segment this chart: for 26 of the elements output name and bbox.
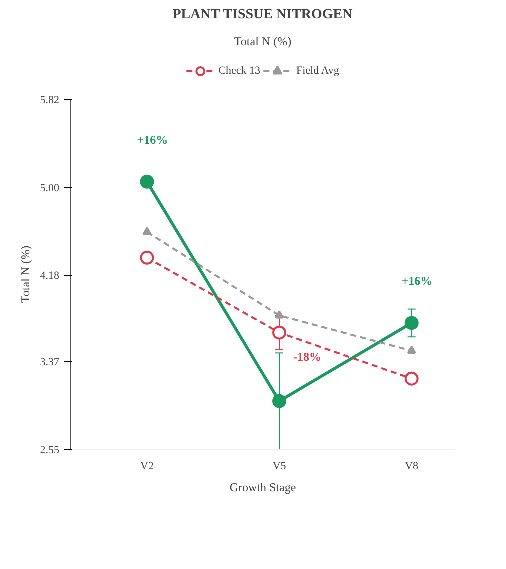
y-tick-label: 2.55 (40, 444, 60, 456)
legend-label: Check 13 (218, 65, 260, 77)
annotation: +16% (137, 132, 168, 147)
annotation: -18% (294, 350, 322, 364)
point (407, 346, 416, 354)
annotation: +16% (402, 274, 433, 288)
point (275, 310, 284, 319)
point (272, 394, 287, 408)
y-tick-label: 4.18 (40, 270, 60, 282)
point (142, 227, 152, 236)
chart-title: PLANT TISSUE NITROGEN (172, 8, 353, 22)
point (404, 372, 419, 386)
x-tick-label: V8 (405, 460, 420, 472)
x-axis-title: Growth Stage (230, 480, 296, 494)
y-tick-label: 5.82 (40, 94, 60, 106)
y-tick-label: 3.37 (40, 356, 60, 369)
legend-label: Field Avg (296, 65, 340, 77)
point (272, 326, 287, 340)
x-tick-label: V5 (272, 460, 287, 472)
point (140, 174, 154, 189)
chart-subtitle: Total N (%) (234, 34, 292, 48)
point (140, 250, 154, 265)
y-tick-label: 5.00 (40, 182, 60, 194)
x-tick-label: V2 (140, 460, 154, 472)
y-axis-title: Total N (%) (18, 246, 32, 304)
point (404, 316, 419, 330)
